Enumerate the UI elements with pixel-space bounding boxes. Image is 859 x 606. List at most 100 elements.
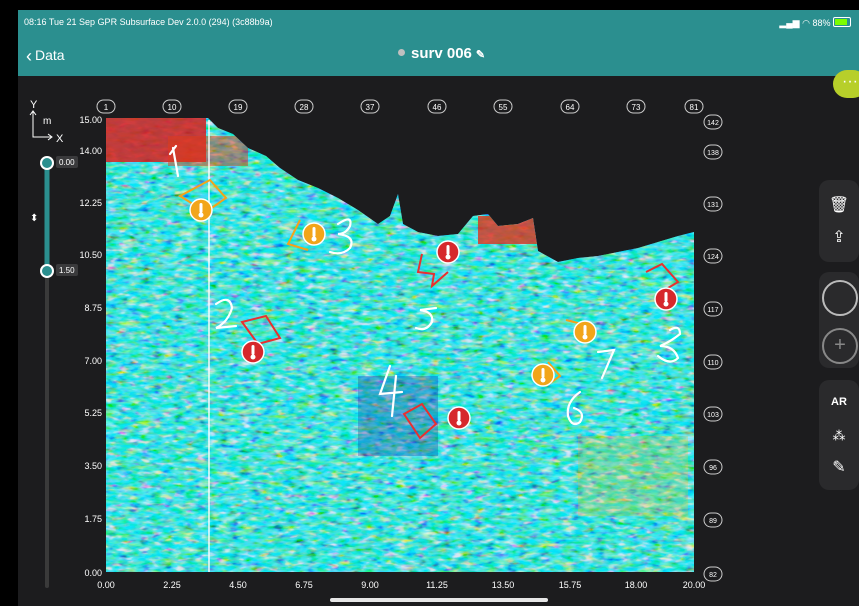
handwritten-6 xyxy=(566,390,584,426)
handwritten-7 xyxy=(596,348,616,380)
ar-button[interactable]: AR xyxy=(823,388,855,416)
trace-label-top: 37 xyxy=(360,99,380,114)
svg-text:117: 117 xyxy=(707,307,718,314)
trace-label-right: 110 xyxy=(703,354,723,370)
y-tick-label: 10.50 xyxy=(79,250,102,260)
y-tick-label: 1.75 xyxy=(84,514,102,524)
svg-text:103: 103 xyxy=(707,412,719,419)
handwritten-1 xyxy=(168,144,180,178)
marker-pin[interactable] xyxy=(302,222,326,246)
svg-text:96: 96 xyxy=(709,465,717,472)
svg-text:28: 28 xyxy=(300,103,309,112)
trace-labels-top: 1 10 19 28 37 46 55 64 73 81 xyxy=(96,99,704,114)
marker-pin[interactable] xyxy=(447,406,471,430)
marker-pin[interactable] xyxy=(436,240,460,264)
svg-text:19: 19 xyxy=(234,103,243,112)
svg-text:124: 124 xyxy=(707,254,719,261)
svg-text:82: 82 xyxy=(709,572,717,579)
y-axis: Y m X 15.00 14.00 12.25 10.50 8.75 7.00 5.25 3.… xyxy=(29,99,102,578)
y-tick-label: 7.00 xyxy=(84,356,102,366)
pencil-icon[interactable]: ✎ xyxy=(475,49,486,61)
y-tick-label: 15.00 xyxy=(79,115,102,125)
slider-bottom-handle[interactable] xyxy=(40,264,54,278)
battery-icon xyxy=(833,17,851,27)
handwritten-3 xyxy=(328,218,353,255)
svg-text:110: 110 xyxy=(707,360,718,367)
slider-top-value: 0.00 xyxy=(59,158,75,167)
unit-label: m xyxy=(43,116,51,127)
slider-top-handle[interactable] xyxy=(40,156,54,170)
marker-layer xyxy=(189,198,678,430)
record-tools-panel: + xyxy=(819,272,859,368)
trace-label-right: 103 xyxy=(703,406,723,422)
status-dot-icon xyxy=(398,49,405,56)
add-point-icon[interactable]: ⁂ xyxy=(832,428,846,443)
x-tick-label: 9.00 xyxy=(361,580,379,590)
y-tick-label: 8.75 xyxy=(84,303,102,313)
svg-text:131: 131 xyxy=(707,202,719,209)
x-tick-label: 4.50 xyxy=(229,580,247,590)
navigation-bar: ‹ Data surv 006 ✎ xyxy=(18,34,859,76)
svg-text:64: 64 xyxy=(566,103,575,112)
svg-text:10: 10 xyxy=(168,103,177,112)
trace-label-right: 96 xyxy=(703,459,723,475)
back-label: Data xyxy=(35,47,65,63)
handwritten-2 xyxy=(214,298,238,330)
marker-pin[interactable] xyxy=(189,198,213,222)
trace-label-right: 138 xyxy=(703,144,723,160)
plus-circle-icon[interactable]: + xyxy=(822,328,858,364)
view-tools-panel: AR ⁂ ✎ xyxy=(819,380,859,490)
chevron-left-icon: ‹ xyxy=(26,46,32,66)
radargram-view[interactable]: Y m X 15.0014.0012.2510.508.757.005.253.… xyxy=(18,76,818,596)
x-tick-label: 2.25 xyxy=(163,580,181,590)
trace-label-top: 64 xyxy=(560,99,580,114)
x-axis: 0.00 2.25 4.50 6.75 9.00 11.25 13.50 15.75 18.00… xyxy=(97,580,705,590)
svg-text:142: 142 xyxy=(707,120,719,127)
marker-pin[interactable] xyxy=(573,320,597,344)
marker-pin[interactable] xyxy=(531,363,555,387)
trace-label-top: 10 xyxy=(162,99,182,114)
trace-label-right: 82 xyxy=(703,566,723,582)
slider-bottom-value: 1.50 xyxy=(59,266,75,275)
status-bar: 08:16 Tue 21 Sep GPR Subsurface Dev 2.0.… xyxy=(18,10,859,34)
svg-text:1: 1 xyxy=(104,103,109,112)
trace-label-top: 19 xyxy=(228,99,248,114)
svg-text:73: 73 xyxy=(632,103,641,112)
app-screen: 08:16 Tue 21 Sep GPR Subsurface Dev 2.0.… xyxy=(18,10,859,606)
trace-label-right: 117 xyxy=(703,301,723,317)
trace-label-top: 81 xyxy=(684,99,704,114)
y-tick-label: 12.25 xyxy=(79,198,102,208)
record-circle-icon[interactable] xyxy=(822,280,858,316)
edit-tools-panel: 🗑 ⇪ xyxy=(819,180,859,262)
trace-label-right: 131 xyxy=(703,196,723,212)
share-icon[interactable]: ⇪ xyxy=(832,229,846,246)
marker-pin[interactable] xyxy=(654,287,678,311)
y-tick-label: 3.50 xyxy=(84,461,102,471)
radargram-image xyxy=(106,118,694,572)
y-axis-letter: Y xyxy=(30,99,38,111)
more-options-button[interactable]: ··· xyxy=(833,70,859,98)
trace-label-right: 142 xyxy=(703,114,723,130)
pen-icon[interactable]: ✎ xyxy=(832,459,846,476)
trace-label-top: 46 xyxy=(427,99,447,114)
more-label: ··· xyxy=(842,73,858,90)
trace-labels-right: 142 138 131 124 117 110 103 96 89 82 xyxy=(703,114,723,582)
ar-label: AR xyxy=(831,396,847,408)
trash-icon[interactable]: 🗑 xyxy=(828,197,850,214)
status-left-text: 08:16 Tue 21 Sep GPR Subsurface Dev 2.0.… xyxy=(24,17,273,27)
expand-arrows-icon[interactable]: ⬍ xyxy=(30,213,38,224)
survey-title[interactable]: surv 006 ✎ xyxy=(398,45,485,62)
x-tick-label: 20.00 xyxy=(683,580,706,590)
trace-label-right: 89 xyxy=(703,512,723,528)
handwritten-8 xyxy=(656,326,682,363)
marker-pin[interactable] xyxy=(241,340,265,364)
back-button[interactable]: ‹ Data xyxy=(26,46,65,67)
status-right: ▂▄▆ ◠ 88% xyxy=(779,17,851,29)
trace-label-top: 55 xyxy=(493,99,513,114)
depth-slider[interactable]: 0.00 1.50 ⬍ xyxy=(30,156,78,588)
y-tick-label: 14.00 xyxy=(79,146,102,156)
trace-label-right: 124 xyxy=(703,248,723,264)
y-tick-label: 5.25 xyxy=(84,408,102,418)
trace-label-top: 73 xyxy=(626,99,646,114)
